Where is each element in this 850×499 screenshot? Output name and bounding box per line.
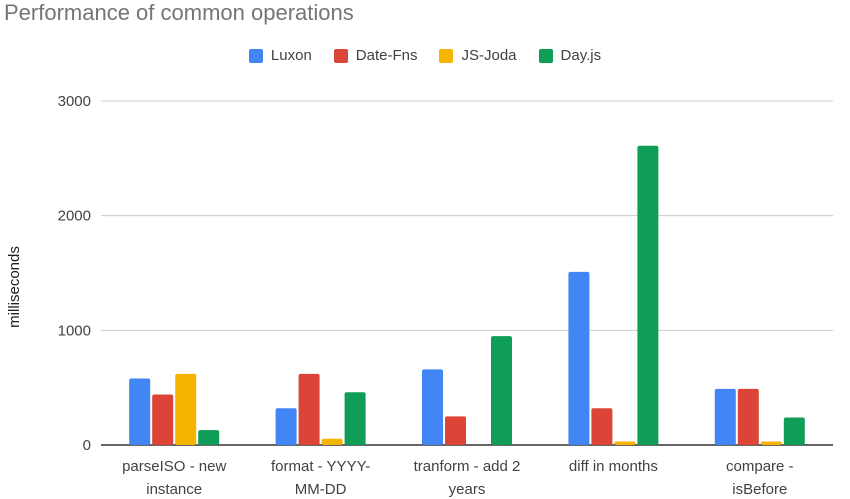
legend-swatch-date-fns — [333, 48, 348, 63]
chart-title: Performance of common operations — [4, 0, 354, 25]
legend-item-luxon[interactable]: Luxon — [248, 47, 312, 64]
legend-label-luxon: Luxon — [270, 47, 312, 64]
x-category-label: parseISO - new — [122, 458, 226, 475]
y-tick-label: 0 — [83, 437, 91, 454]
bar-js-joda-3[interactable] — [614, 441, 636, 445]
bar-date-fns-0[interactable] — [152, 394, 174, 445]
gridlines — [101, 100, 833, 446]
legend-item-dayjs[interactable]: Day.js — [538, 47, 602, 64]
legend-label-dayjs: Day.js — [560, 47, 602, 64]
x-category-label: MM-DD — [295, 481, 347, 498]
legend: Luxon Date-Fns JS-Joda Day.js — [0, 47, 850, 64]
legend-item-date-fns[interactable]: Date-Fns — [333, 47, 418, 64]
bar-luxon-2[interactable] — [422, 369, 443, 445]
x-category-label: years — [449, 481, 486, 498]
x-category-label: instance — [146, 481, 202, 498]
x-category-label: isBefore — [732, 481, 787, 498]
bar-day-js-2[interactable] — [491, 336, 512, 445]
bar-js-joda-4[interactable] — [760, 441, 782, 445]
bar-js-joda-1[interactable] — [321, 438, 343, 445]
legend-label-date-fns: Date-Fns — [355, 47, 418, 64]
legend-swatch-js-joda — [439, 48, 454, 63]
axis-labels: 0 1000 2000 3000 parseISO - new instance forma… — [58, 93, 794, 498]
bar-luxon-0[interactable] — [129, 378, 151, 445]
bar-luxon-4[interactable] — [714, 388, 736, 445]
legend-item-js-joda[interactable]: JS-Joda — [439, 47, 517, 64]
x-category-label: diff in months — [569, 458, 658, 475]
bar-date-fns-3[interactable] — [591, 408, 613, 445]
x-category-label: tranform - add 2 — [414, 458, 521, 475]
legend-swatch-dayjs — [538, 48, 553, 63]
bar-day-js-4[interactable] — [783, 417, 805, 445]
bar-day-js-1[interactable] — [344, 392, 366, 445]
x-category-label: format - YYYY- — [271, 458, 370, 475]
y-axis-title: milliseconds — [6, 246, 23, 328]
bar-day-js-0[interactable] — [198, 430, 220, 445]
bar-luxon-1[interactable] — [275, 408, 297, 445]
bar-date-fns-4[interactable] — [737, 388, 759, 445]
legend-swatch-luxon — [248, 48, 263, 63]
bars — [129, 145, 805, 445]
bar-day-js-3[interactable] — [637, 145, 659, 445]
legend-label-js-joda: JS-Joda — [461, 47, 517, 64]
bar-js-joda-0[interactable] — [175, 373, 197, 445]
bar-luxon-3[interactable] — [568, 271, 590, 445]
bar-date-fns-2[interactable] — [445, 416, 466, 445]
y-tick-label: 1000 — [58, 322, 91, 339]
y-tick-label: 2000 — [58, 208, 91, 225]
y-tick-label: 3000 — [58, 93, 91, 110]
bar-date-fns-1[interactable] — [298, 373, 320, 445]
x-category-label: compare - — [726, 458, 794, 475]
